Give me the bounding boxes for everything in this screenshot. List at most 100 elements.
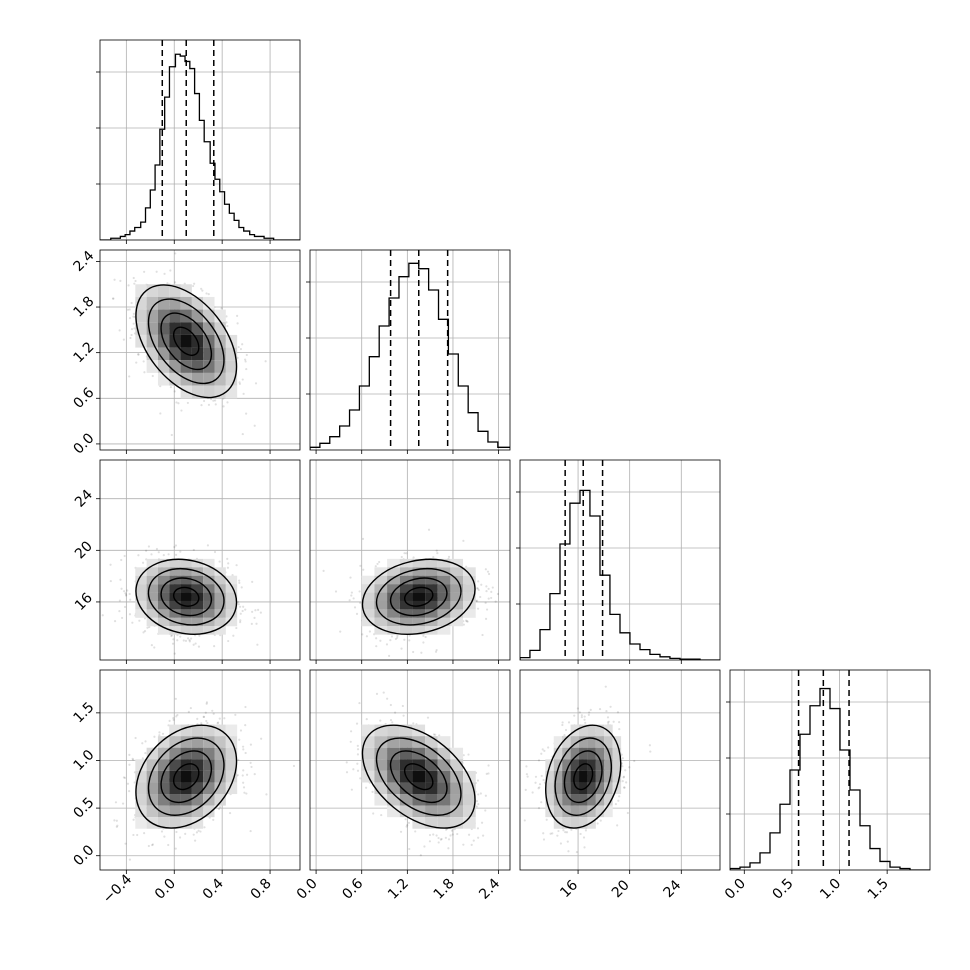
scatter-point (158, 731, 161, 734)
density-cell (180, 334, 192, 348)
density-cell (157, 770, 170, 783)
scatter-point (205, 701, 209, 704)
density-cell (374, 782, 388, 795)
scatter-panel-1-0: 0.00.61.21.82.4 (70, 248, 301, 457)
scatter-point (437, 841, 440, 844)
density-cell (203, 372, 215, 386)
scatter-point (141, 742, 144, 745)
density-cell (146, 805, 158, 818)
density-cell (191, 575, 204, 585)
scatter-point (119, 578, 122, 581)
density-cell (425, 567, 438, 576)
scatter-point (178, 836, 182, 839)
density-cell (203, 558, 215, 568)
scatter-point (197, 829, 200, 832)
density-cell (169, 805, 181, 818)
density-cell (191, 296, 204, 310)
scatter-point (464, 619, 468, 622)
density-cell (214, 600, 226, 610)
scatter-point (345, 771, 349, 774)
scatter-point (479, 792, 482, 795)
contour-line (147, 568, 225, 626)
density-cell (387, 567, 400, 576)
scatter-point (128, 763, 131, 766)
density-cell (214, 592, 226, 601)
density-cell (412, 575, 426, 585)
scatter-point (122, 590, 126, 593)
scatter-point (118, 329, 121, 332)
density-cell (203, 609, 215, 618)
scatter-point (199, 830, 202, 833)
scatter-point (180, 409, 183, 412)
scatter-point (394, 711, 397, 714)
scatter-point (172, 718, 175, 722)
scatter-point (414, 830, 417, 833)
scatter-point (118, 599, 121, 602)
scatter-point (167, 843, 170, 847)
scatter-point (151, 843, 154, 846)
density-cell (157, 794, 170, 806)
density-cell (437, 575, 451, 585)
density-cell (399, 794, 413, 806)
scatter-point (147, 545, 151, 548)
density-cell (437, 584, 451, 593)
scatter-point (389, 639, 392, 642)
contour-line (147, 298, 225, 385)
density-cell (203, 770, 215, 783)
density-cell (180, 817, 192, 829)
scatter-point (160, 830, 164, 833)
density-cell (157, 360, 170, 373)
scatter-point (349, 576, 352, 579)
density-cell (425, 747, 438, 760)
scatter-point (212, 399, 215, 402)
scatter-point (486, 570, 490, 573)
scatter-point (122, 338, 125, 341)
scatter-point (245, 353, 248, 357)
scatter-point (405, 825, 408, 828)
density-cell (157, 617, 170, 627)
scatter-point (350, 591, 353, 594)
scatter-point (226, 324, 229, 328)
scatter-point (173, 545, 176, 549)
density-cell (399, 609, 413, 618)
scatter-point (202, 715, 205, 718)
density-cell (374, 724, 388, 737)
scatter-point (466, 620, 469, 623)
density-cell (225, 347, 238, 361)
scatter-point (444, 836, 447, 839)
density-cell (157, 575, 170, 585)
scatter-point (428, 840, 432, 843)
scatter-point (490, 596, 493, 600)
scatter-point (422, 641, 425, 644)
density-cell (374, 626, 388, 635)
density-cell (203, 360, 215, 373)
density-cell (214, 567, 226, 576)
density-cell (437, 600, 451, 610)
scatter-point (131, 621, 134, 624)
scatter-point (188, 640, 191, 643)
scatter-point (241, 609, 244, 613)
scatter-point (223, 717, 226, 720)
scatter-point (141, 757, 144, 760)
scatter-point (434, 733, 437, 736)
scatter-point (352, 597, 355, 600)
scatter-point (124, 593, 128, 596)
density-cell (399, 600, 413, 610)
scatter-point (143, 617, 147, 620)
scatter-point (412, 650, 415, 654)
scatter-point (238, 579, 241, 582)
scatter-point (400, 555, 403, 559)
scatter-point (356, 748, 360, 751)
density-cell (203, 567, 215, 576)
density-cell (146, 347, 158, 361)
histogram-panel-0 (96, 39, 301, 244)
density-cell (463, 575, 476, 585)
contour-line (160, 577, 213, 617)
scatter-point (467, 833, 471, 836)
scatter-point (396, 636, 399, 639)
density-cell (425, 592, 438, 601)
density-cell (399, 626, 413, 635)
density-cell (157, 584, 170, 593)
density-cell (214, 759, 226, 771)
